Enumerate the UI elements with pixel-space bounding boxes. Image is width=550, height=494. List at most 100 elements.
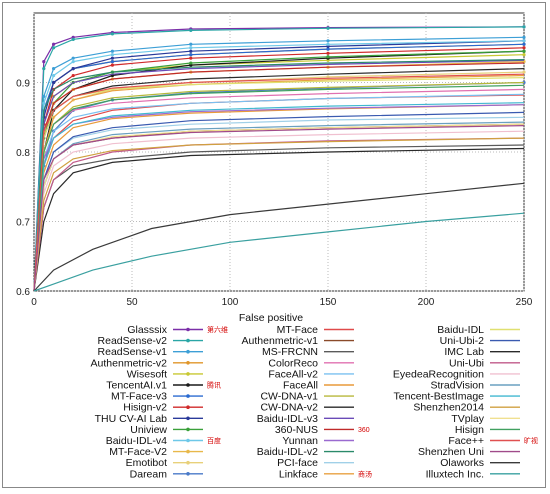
legend-label-face: Face++ bbox=[448, 435, 484, 447]
legend-label-mt-face: MT-Face bbox=[277, 324, 319, 336]
legend-label-eyedearecognition: EyedeaRecognition bbox=[393, 368, 484, 380]
legend-label-hisign-v2: Hisign-v2 bbox=[123, 402, 167, 414]
legend-tag-360-nus: 360 bbox=[358, 427, 370, 434]
series-point-uniview bbox=[326, 55, 330, 59]
series-point-thu-cv-ai-lab bbox=[71, 67, 75, 71]
legend-marker-authenmetric-v2 bbox=[186, 361, 190, 365]
series-line-baidu-idl bbox=[33, 77, 525, 292]
series-point-readsense-v1 bbox=[71, 56, 75, 60]
series-point-readsense-v2 bbox=[326, 26, 330, 30]
series-point-uniview bbox=[189, 61, 193, 65]
series-point-readsense-v2 bbox=[110, 32, 114, 36]
legend-marker-hisign-v2 bbox=[186, 405, 190, 410]
legend-label-shenzhen-uni: Shenzhen Uni bbox=[418, 446, 484, 458]
legend-label-authenmetric-v2: Authenmetric-v2 bbox=[91, 357, 168, 369]
legend-label-cw-dna-v2: CW-DNA-v2 bbox=[260, 402, 318, 414]
series-point-thu-cv-ai-lab bbox=[52, 80, 56, 85]
x-tick-label: 250 bbox=[516, 297, 533, 308]
series-point-readsense-v1 bbox=[110, 49, 114, 53]
series-line-imc-lab bbox=[33, 147, 525, 292]
legend-marker-readsense-v1 bbox=[186, 349, 190, 354]
series-point-wisesoft bbox=[522, 53, 526, 57]
series-line-readsense-v1 bbox=[33, 36, 525, 292]
series-point-readsense-v1 bbox=[522, 35, 526, 39]
legend-label-glasssix: Glasssix bbox=[127, 324, 167, 336]
legend-marker-mt-face-v2 bbox=[186, 449, 190, 454]
series-point-mt-face-v3 bbox=[189, 53, 193, 57]
series-point-hisign-v2 bbox=[71, 73, 75, 78]
series-point-readsense-v2 bbox=[42, 67, 46, 71]
series-point-mt-face-v3 bbox=[522, 42, 526, 46]
legend-label-baidu-idl-v4: Baidu-IDL-v4 bbox=[106, 435, 167, 447]
series-line-baidu-idl-v4 bbox=[33, 40, 525, 292]
series-point-hisign-v2 bbox=[110, 63, 114, 67]
axes-layer: 0 50 100 150 200 250 0.6 0.7 0.8 0.9 bbox=[16, 79, 533, 309]
series-point-readsense-v2 bbox=[189, 28, 193, 32]
y-tick-label: 0.8 bbox=[16, 148, 30, 159]
legend-marker-glasssix bbox=[186, 327, 190, 332]
series-point-hisign-v2 bbox=[189, 56, 193, 60]
series-point-baidu-idl-v4 bbox=[522, 39, 526, 43]
legend-label-mt-face-v2: MT-Face-V2 bbox=[109, 446, 167, 458]
legend-label-yunnan: Yunnan bbox=[282, 435, 318, 447]
series-point-thu-cv-ai-lab bbox=[189, 49, 193, 53]
legend-label-olaworks: Olaworks bbox=[440, 457, 484, 469]
x-tick-label: 0 bbox=[31, 297, 37, 308]
series-point-baidu-idl-v4 bbox=[42, 101, 46, 105]
series-line-tvplay bbox=[33, 123, 525, 292]
legend-label-uni-ubi-2: Uni-Ubi-2 bbox=[440, 335, 485, 347]
legend-label-mt-face-v3: MT-Face-v3 bbox=[111, 391, 167, 403]
legend-tag-face: 旷视 bbox=[524, 436, 538, 445]
chart-frame: 0 50 100 150 200 250 0.6 0.7 0.8 0.9 False positi… bbox=[2, 2, 546, 488]
legend-label-hisign: Hisign bbox=[455, 424, 484, 436]
series-point-readsense-v1 bbox=[52, 67, 56, 71]
legend-label-linkface: Linkface bbox=[279, 468, 318, 480]
series-point-uniview bbox=[522, 49, 526, 53]
legend-label-daream: Daream bbox=[130, 468, 168, 480]
legend-label-cw-dna-v1: CW-DNA-v1 bbox=[260, 391, 318, 403]
legend-marker-daream bbox=[186, 472, 190, 476]
series-line-glasssix bbox=[33, 26, 525, 292]
series-line-eyedearecognition bbox=[33, 130, 525, 292]
series-point-hisign-v2 bbox=[522, 46, 526, 50]
series-point-readsense-v2 bbox=[71, 37, 75, 42]
series-point-baidu-idl-v4 bbox=[110, 53, 114, 57]
y-tick-label: 0.9 bbox=[16, 79, 30, 90]
y-tick-label: 0.7 bbox=[16, 218, 30, 229]
roc-chart: 0 50 100 150 200 250 0.6 0.7 0.8 0.9 False positi… bbox=[16, 12, 538, 480]
legend-marker-thu-cv-ai-lab bbox=[186, 416, 190, 421]
legend-label-emotibot: Emotibot bbox=[126, 457, 168, 469]
legend-label-360-nus: 360-NUS bbox=[275, 424, 318, 436]
legend-label-readsense-v2: ReadSense-v2 bbox=[98, 335, 168, 347]
series-point-readsense-v2 bbox=[522, 25, 526, 29]
legend-marker-wisesoft bbox=[186, 372, 190, 376]
legend-label-baidu-idl-v2: Baidu-IDL-v2 bbox=[257, 446, 318, 458]
legend-tag-baidu-idl-v4: 百度 bbox=[207, 436, 221, 445]
series-line-thu-cv-ai-lab bbox=[33, 40, 525, 292]
series-line-hisign bbox=[33, 84, 525, 292]
legend-marker-baidu-idl-v4 bbox=[186, 438, 190, 443]
x-tick-label: 50 bbox=[126, 297, 138, 308]
series-point-baidu-idl-v4 bbox=[52, 73, 56, 78]
series-point-baidu-idl-v4 bbox=[71, 60, 75, 64]
legend-label-imc-lab: IMC Lab bbox=[444, 346, 484, 358]
series-point-readsense-v2 bbox=[52, 46, 56, 50]
series-point-mt-face-v3 bbox=[110, 60, 114, 64]
series-line-readsense-v2 bbox=[33, 26, 525, 292]
series-line-yunnan bbox=[33, 104, 525, 292]
series-line-tencent-bestimage bbox=[33, 102, 525, 292]
legend-label-readsense-v1: ReadSense-v1 bbox=[98, 346, 168, 358]
legend-marker-uniview bbox=[186, 427, 190, 432]
series-line-shenzhen2014 bbox=[33, 137, 525, 292]
legend-marker-tencentai-v1 bbox=[186, 383, 190, 387]
series-line-shenzhen-uni bbox=[33, 125, 525, 292]
series-point-baidu-idl-v4 bbox=[326, 42, 330, 46]
series-layer bbox=[33, 25, 526, 292]
legend-label-uni-ubi: Uni-Ubi bbox=[449, 357, 484, 369]
series-point-readsense-v1 bbox=[189, 42, 193, 46]
series-line-illuxtech-inc bbox=[33, 212, 525, 292]
series-line-olaworks bbox=[33, 182, 525, 292]
legend-label-illuxtech-inc: Illuxtech Inc. bbox=[426, 468, 484, 480]
x-tick-label: 100 bbox=[222, 297, 239, 308]
series-point-glasssix bbox=[42, 60, 46, 64]
